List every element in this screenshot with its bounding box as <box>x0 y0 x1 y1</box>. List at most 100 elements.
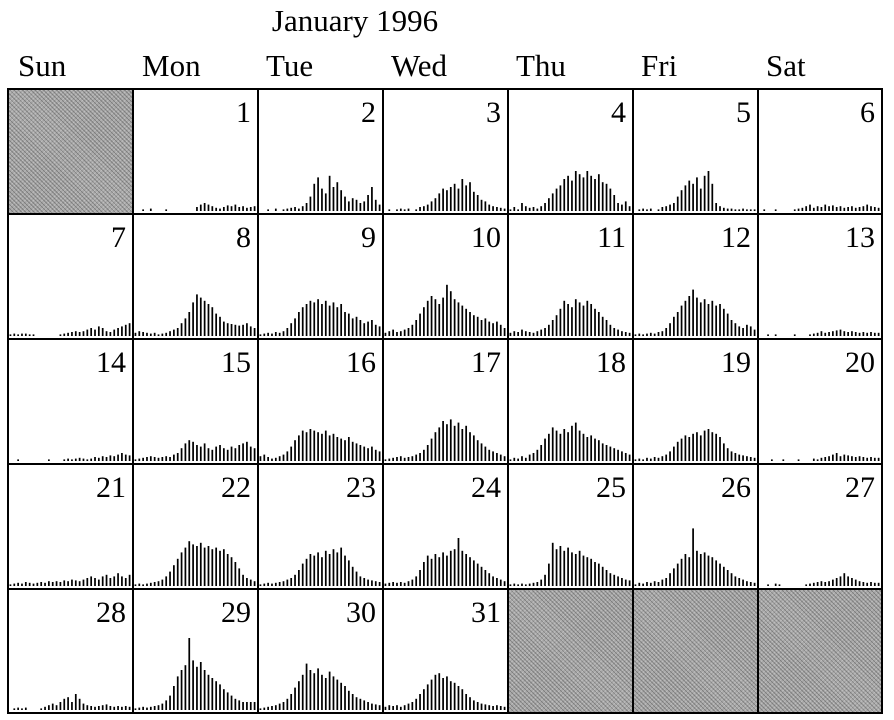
day-number: 6 <box>860 96 875 129</box>
histogram-bar <box>605 570 608 586</box>
histogram-bar <box>109 332 112 336</box>
histogram-bar <box>684 185 687 211</box>
histogram-bar <box>426 445 429 461</box>
histogram-bar <box>719 304 721 336</box>
histogram-bar <box>646 582 648 586</box>
day-cell-29: 29 <box>134 590 259 714</box>
histogram-bar <box>638 458 641 461</box>
histogram-bar <box>847 207 849 211</box>
histogram-bar <box>24 707 27 710</box>
histogram-bar <box>797 459 800 461</box>
histogram-bar <box>767 334 769 336</box>
day-histogram <box>509 171 631 211</box>
histogram-bar <box>149 582 152 586</box>
day-number: 30 <box>346 596 376 629</box>
histogram-bar <box>128 455 131 461</box>
histogram-bar <box>767 584 769 586</box>
histogram-bar <box>820 581 823 586</box>
histogram-bar <box>71 332 73 336</box>
histogram-bar <box>351 694 354 710</box>
histogram-bar <box>317 177 319 211</box>
histogram-bar <box>82 703 85 710</box>
histogram-bar <box>101 576 104 586</box>
day-number: 2 <box>361 96 376 129</box>
histogram-bar <box>503 706 506 710</box>
histogram-bar <box>117 454 119 461</box>
histogram-bar <box>703 299 706 336</box>
histogram-bar <box>824 582 827 586</box>
histogram-bar <box>563 179 566 211</box>
histogram-bar <box>617 329 619 336</box>
histogram-bar <box>513 207 516 211</box>
histogram-bar <box>142 332 144 336</box>
histogram-bar <box>824 332 827 336</box>
day-histogram <box>763 204 880 211</box>
histogram-bar <box>782 459 785 461</box>
histogram-bar <box>407 208 410 211</box>
histogram-bar <box>601 182 604 211</box>
histogram-bar <box>82 331 85 336</box>
histogram-bar <box>544 438 546 461</box>
histogram-bar <box>499 706 502 710</box>
histogram-bar <box>513 331 516 336</box>
histogram-bar <box>496 705 498 710</box>
histogram-bar <box>521 583 523 586</box>
histogram-bar <box>238 700 241 710</box>
histogram-bar <box>347 560 350 586</box>
histogram-bar <box>403 209 406 211</box>
histogram-bar <box>719 437 721 461</box>
histogram-bar <box>544 328 546 336</box>
histogram-bar <box>234 324 237 336</box>
histogram-bar <box>134 584 137 586</box>
histogram-bar <box>597 312 600 336</box>
histogram-bar <box>169 457 171 461</box>
histogram-bar <box>78 581 81 586</box>
histogram-bar <box>259 584 262 586</box>
histogram-bar <box>180 323 183 336</box>
histogram-bar <box>309 429 312 461</box>
histogram-bar <box>613 574 616 586</box>
histogram-bar <box>242 702 244 710</box>
histogram-bar <box>617 449 619 461</box>
histogram-bar <box>234 698 237 710</box>
histogram-bar <box>649 332 652 336</box>
histogram-bar <box>730 451 733 461</box>
histogram-bar <box>597 440 600 461</box>
histogram-bar <box>653 333 656 336</box>
histogram-bar <box>586 300 589 336</box>
histogram-bar <box>634 459 637 461</box>
histogram-bar <box>207 674 210 710</box>
histogram-bar <box>423 307 425 336</box>
histogram-bar <box>673 446 675 461</box>
day-number: 31 <box>471 596 501 629</box>
histogram-bar <box>253 328 256 336</box>
histogram-bar <box>870 332 872 336</box>
histogram-bar <box>67 697 69 710</box>
day-cell-7: 7 <box>9 215 134 340</box>
histogram-bar <box>263 583 266 586</box>
histogram-bar <box>503 208 506 211</box>
histogram-bar <box>809 334 811 336</box>
histogram-bar <box>157 334 160 336</box>
day-number: 8 <box>236 221 251 254</box>
histogram-bar <box>286 698 289 710</box>
day-cell-12: 12 <box>634 215 759 340</box>
histogram-bar <box>384 332 387 336</box>
histogram-bar <box>628 332 631 336</box>
histogram-bar <box>184 665 187 710</box>
histogram-bar <box>453 549 456 586</box>
histogram-bar <box>359 698 362 710</box>
histogram-bar <box>142 457 144 461</box>
histogram-bar <box>430 438 433 461</box>
histogram-bar <box>407 703 410 710</box>
histogram-bar <box>692 528 694 586</box>
histogram-bar <box>438 193 441 211</box>
histogram-bar <box>196 666 198 710</box>
histogram-bar <box>121 706 123 710</box>
histogram-bar <box>355 443 358 461</box>
histogram-bar <box>634 584 637 586</box>
histogram-bar <box>472 191 475 211</box>
histogram-bar <box>521 329 523 336</box>
histogram-bar <box>74 331 77 336</box>
histogram-bar <box>793 334 796 336</box>
